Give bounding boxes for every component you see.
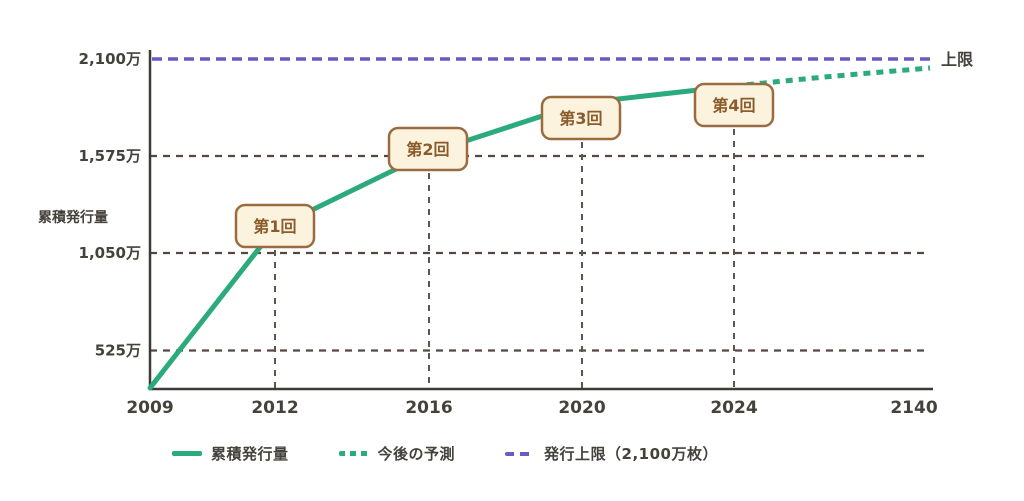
halving-badge-label-1: 第1回	[253, 217, 296, 236]
cap-label: 上限	[941, 50, 974, 69]
y-axis-title: 累積発行量	[38, 209, 108, 226]
legend-item-cumulative: 累積発行量	[172, 443, 289, 464]
y-tick-label: 2,100万	[79, 50, 141, 68]
legend-label-projection: 今後の予測	[377, 445, 456, 463]
halving-badge-1	[234, 203, 316, 249]
halving-badge-label-2: 第2回	[406, 140, 449, 159]
halving-badge-4	[693, 82, 775, 128]
y-tick-label: 525万	[95, 342, 141, 360]
solid-line-swatch-icon	[172, 451, 202, 456]
x-tick-label: 2016	[405, 398, 452, 418]
legend-label-cap: 発行上限（2,100万枚）	[544, 445, 718, 463]
x-tick-label: 2009	[126, 398, 173, 418]
issuance-line-chart: 第1回 第2回 第3回 第4回 2,100万 1,575万 1,050万 525万 2009 20…	[38, 50, 974, 418]
x-tick-label: 2024	[710, 398, 757, 418]
x-tick-label: 2140	[890, 398, 937, 418]
legend-item-projection: 今後の予測	[338, 443, 456, 464]
halving-badge-label-4: 第4回	[712, 96, 755, 115]
halving-badge-label-3: 第3回	[559, 109, 602, 128]
dotted-line-swatch-icon	[338, 451, 369, 456]
chart-legend: 累積発行量 今後の予測 発行上限（2,100万枚）	[172, 443, 718, 464]
chart-plot-area: 第1回 第2回 第3回 第4回 2,100万 1,575万 1,050万 525万 2009 20…	[38, 50, 974, 418]
x-tick-label: 2012	[251, 398, 298, 418]
halving-badge-2	[387, 126, 469, 172]
y-tick-label: 1,050万	[79, 244, 141, 262]
halving-badge-3	[540, 95, 622, 141]
legend-label-cumulative: 累積発行量	[211, 445, 289, 463]
dashed-line-swatch-icon	[505, 451, 536, 456]
x-tick-label: 2020	[558, 398, 605, 418]
y-tick-label: 1,575万	[79, 147, 141, 165]
legend-item-cap: 発行上限（2,100万枚）	[505, 443, 718, 464]
